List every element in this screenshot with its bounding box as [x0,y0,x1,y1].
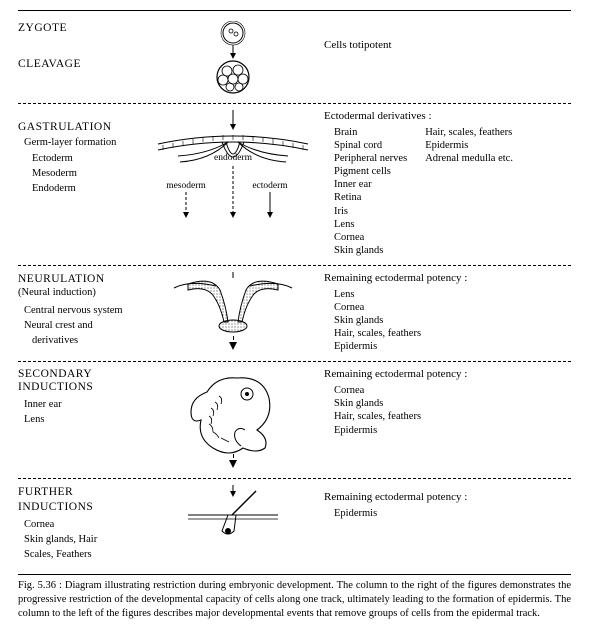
sep-2 [18,265,571,266]
layer-ecto: Ectoderm [32,152,144,165]
list-item: Adrenal medulla etc. [425,152,513,165]
gastrulation-title: GASTRULATION [18,120,144,134]
embryo-svg [173,368,293,454]
layer-endo: Endoderm [32,182,144,195]
sec-sub-1: Lens [24,413,144,426]
fur-sub-1: Skin glands, Hair [24,533,144,546]
arrow-icon [229,342,237,350]
list-item: Cornea [334,384,571,397]
list-item: Inner ear [334,178,407,191]
list-item: Iris [334,205,407,218]
mid-meso-label: mesoderm [166,181,206,191]
totipotent-note: Cells totipotent [324,39,571,53]
arrow-icon [229,460,237,468]
list-item: Hair, scales, feathers [334,410,571,423]
list-item: Epidermis [334,424,571,437]
sec-sub-0: Inner ear [24,398,144,411]
further-title: FURTHER INDUCTIONS [18,485,144,514]
skin-hair-svg [178,485,288,537]
list-item: Epidermis [334,340,571,353]
sec-right-title: Remaining ectodermal potency : [324,368,571,382]
sep-3 [18,361,571,362]
cleavage-title: CLEAVAGE [18,57,144,71]
stage-gastrulation: GASTRULATION Germ-layer formation Ectode… [18,106,571,263]
mid-ecto-label: ectoderm [252,181,288,191]
list-item: Hair, scales, feathers [425,126,513,139]
list-item: Peripheral nerves [334,152,407,165]
list-item: Lens [334,288,571,301]
fur-right-list: Epidermis [334,507,571,520]
sec-right-list: Cornea Skin glands Hair, scales, feather… [334,384,571,437]
neurulation-svg [168,272,298,336]
list-item: Hair, scales, feathers [334,327,571,340]
zygote-cleavage-svg [188,21,278,95]
stage-neurulation: NEURULATION (Neural induction) Central n… [18,268,571,359]
sep-1 [18,103,571,104]
neural-induction-paren: (Neural induction) [18,286,144,299]
mid-endo-label: endoderm [214,153,253,163]
neur-right-title: Remaining ectodermal potency : [324,272,571,286]
sep-4 [18,478,571,479]
neur-sub-1: Neural crest and [24,319,144,332]
layer-meso: Mesoderm [32,167,144,180]
top-rule [18,10,571,11]
secondary-title: SECONDARY INDUCTIONS [18,368,144,393]
list-item: Epidermis [334,507,571,520]
list-item: Pigment cells [334,165,407,178]
fur-sub-2: Scales, Feathers [24,548,144,561]
list-item: Spinal cord [334,139,407,152]
list-item: Epidermis [425,139,513,152]
neurulation-title: NEURULATION [18,272,144,286]
fur-right-title: Remaining ectodermal potency : [324,491,571,505]
list-item: Cornea [334,231,407,244]
list-item: Brain [334,126,407,139]
list-item: Skin glands [334,397,571,410]
list-item: Lens [334,218,407,231]
neur-sub-2: derivatives [32,334,144,347]
neur-sub-0: Central nervous system [24,304,144,317]
stage-zygote-cleavage: ZYGOTE CLEAVAGE Cells totipotent [18,17,571,101]
stage-secondary: SECONDARY INDUCTIONS Inner ear Lens [18,364,571,476]
germ-layer-label: Germ-layer formation [24,136,144,149]
ecto-deriv-title: Ectodermal derivatives : [324,110,571,124]
fur-sub-0: Cornea [24,518,144,531]
zygote-title: ZYGOTE [18,21,144,35]
figure-caption: Fig. 5.36 : Diagram illustrating restric… [18,574,571,622]
figure-number: Fig. 5.36 [18,580,56,591]
list-item: Skin glands [334,244,407,257]
ecto-deriv-list: Brain Spinal cord Peripheral nerves Pigm… [334,126,571,257]
caption-text: Diagram illustrating restriction during … [18,580,571,619]
list-item: Cornea [334,301,571,314]
neur-right-list: Lens Cornea Skin glands Hair, scales, fe… [334,288,571,354]
gastrulation-svg: endoderm mesoderm ectoderm [148,110,318,220]
list-item: Retina [334,191,407,204]
list-item: Skin glands [334,314,571,327]
stage-further: FURTHER INDUCTIONS Cornea Skin glands, H… [18,481,571,567]
